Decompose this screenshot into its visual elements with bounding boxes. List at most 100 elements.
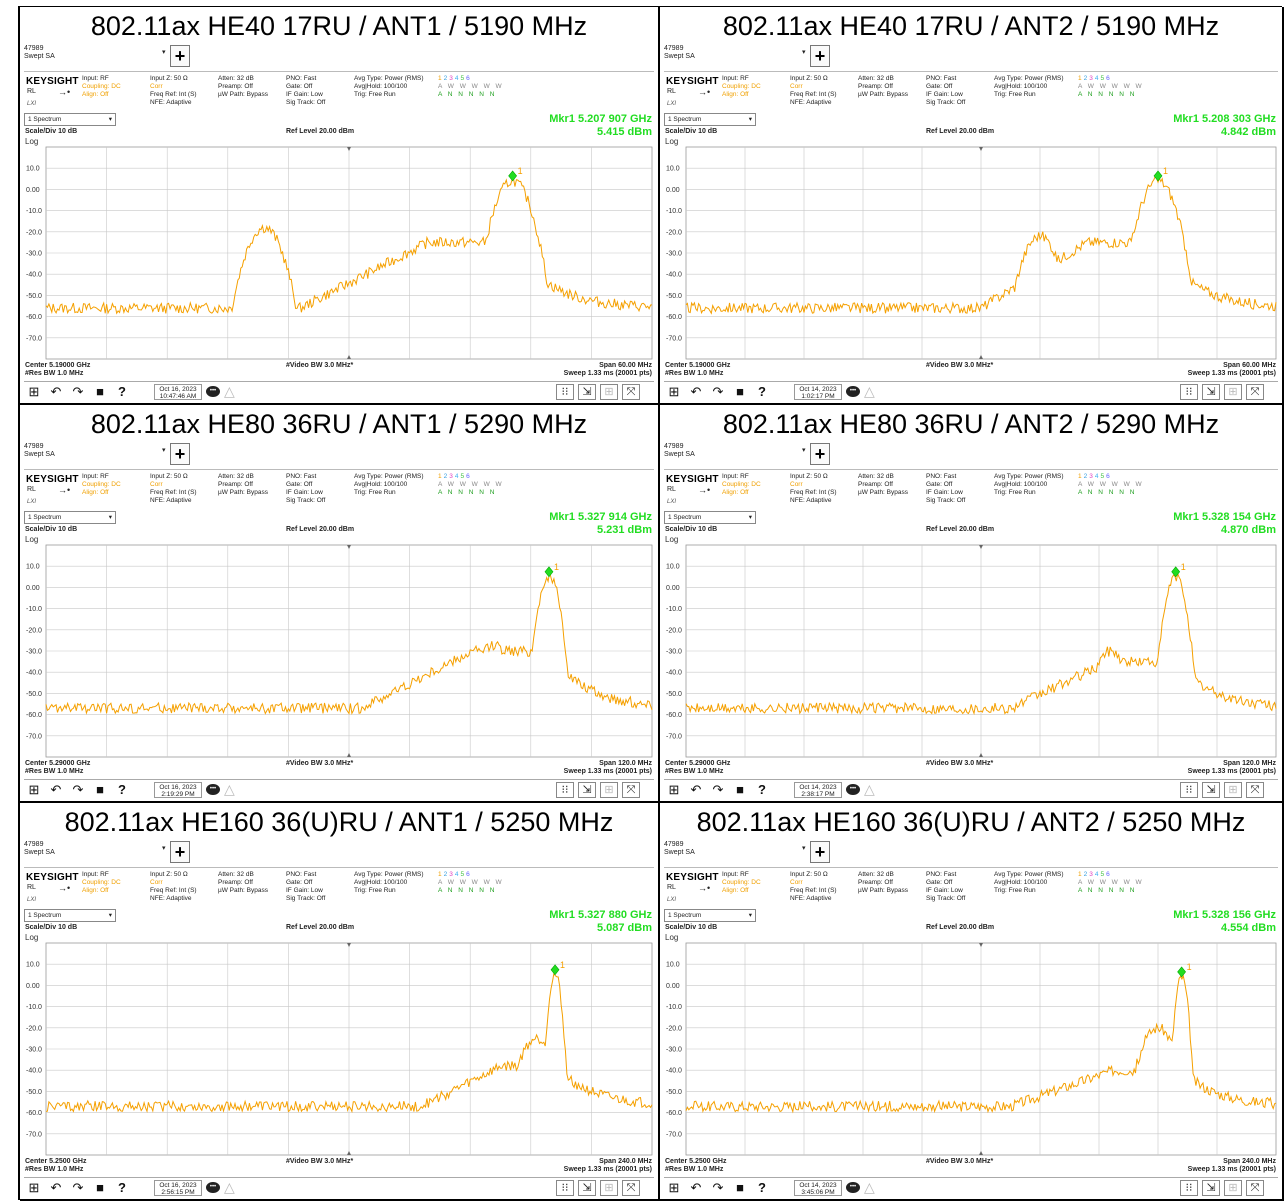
marker-diamond-icon[interactable] — [1171, 566, 1181, 578]
trace-numbers[interactable]: 123456 — [1078, 75, 1112, 82]
center-frequency[interactable]: Center 5.19000 GHz — [665, 362, 731, 369]
uw-path-setting[interactable]: µW Path: Bypass — [858, 489, 908, 496]
cursor-icon[interactable]: ⇲ — [578, 1180, 596, 1196]
warning-icon[interactable]: △ — [864, 383, 875, 399]
help-icon[interactable]: ? — [118, 782, 126, 797]
uw-path-setting[interactable]: µW Path: Bypass — [858, 91, 908, 98]
layout-icon[interactable]: ⊞ — [1224, 1180, 1242, 1196]
gate-setting[interactable]: Gate: Off — [286, 481, 313, 488]
marker-diamond-icon[interactable] — [544, 566, 554, 578]
atten-setting[interactable]: Atten: 32 dB — [858, 473, 894, 480]
cursor-icon[interactable]: ⇲ — [578, 782, 596, 798]
keypad-icon[interactable]: ⁝⁝ — [556, 1180, 574, 1196]
spectrum-window-select[interactable]: 1 Spectrum ▾ — [24, 113, 116, 126]
video-bw[interactable]: #Video BW 3.0 MHz* — [926, 362, 994, 369]
avg-type-setting[interactable]: Avg Type: Power (RMS) — [994, 75, 1064, 82]
redo-icon[interactable]: ↷ — [712, 384, 724, 399]
video-bw[interactable]: #Video BW 3.0 MHz* — [286, 362, 354, 369]
marker-diamond-icon[interactable] — [550, 964, 560, 976]
scale-div[interactable]: Scale/Div 10 dB — [25, 128, 78, 135]
warning-icon[interactable]: △ — [864, 781, 875, 797]
windows-icon[interactable]: ⊞ — [28, 782, 40, 797]
corr-setting[interactable]: Corr — [790, 879, 803, 886]
span[interactable]: Span 120.0 MHz — [599, 760, 652, 767]
nfe-setting[interactable]: NFE: Adaptive — [790, 895, 832, 902]
coupling-setting[interactable]: Coupling: DC — [722, 879, 761, 886]
add-button[interactable]: + — [810, 45, 830, 67]
date-time[interactable]: Oct 16, 2023 2:56:15 PM — [154, 1180, 202, 1196]
keypad-icon[interactable]: ⁝⁝ — [556, 782, 574, 798]
coupling-setting[interactable]: Coupling: DC — [722, 481, 761, 488]
scale-div[interactable]: Scale/Div 10 dB — [665, 128, 718, 135]
uw-path-setting[interactable]: µW Path: Bypass — [218, 887, 268, 894]
keypad-icon[interactable]: ⁝⁝ — [1180, 1180, 1198, 1196]
align-setting[interactable]: Align: Off — [82, 887, 109, 894]
marker-diamond-icon[interactable] — [508, 170, 518, 182]
trace-numbers[interactable]: 123456 — [1078, 473, 1112, 480]
trace-numbers[interactable]: 123456 — [438, 473, 472, 480]
help-icon[interactable]: ? — [758, 1180, 766, 1195]
chat-icon[interactable]: ••• — [846, 386, 860, 397]
mode-header[interactable]: 47989 Swept SA ▾ — [664, 45, 864, 75]
span[interactable]: Span 60.00 MHz — [1223, 362, 1276, 369]
input-z-setting[interactable]: Input Z: 50 Ω — [790, 871, 828, 878]
input-z-setting[interactable]: Input Z: 50 Ω — [150, 75, 188, 82]
align-setting[interactable]: Align: Off — [722, 887, 749, 894]
marker-diamond-icon[interactable] — [1153, 170, 1163, 182]
input-z-setting[interactable]: Input Z: 50 Ω — [150, 473, 188, 480]
freq-ref-setting[interactable]: Freq Ref: Int (S) — [150, 489, 197, 496]
spectrum-plot[interactable]: 10.0 0.00 -10.0 -20.0 -30.0 -40.0 -50.0 -60.0 -7… — [24, 145, 654, 361]
input-setting[interactable]: Input: RF — [722, 473, 749, 480]
uw-path-setting[interactable]: µW Path: Bypass — [858, 887, 908, 894]
sweep-info[interactable]: Sweep 1.33 ms (20001 pts) — [1187, 370, 1276, 377]
pno-setting[interactable]: PNO: Fast — [926, 75, 957, 82]
mode-header[interactable]: 47989 Swept SA ▾ — [24, 45, 224, 75]
sweep-info[interactable]: Sweep 1.33 ms (20001 pts) — [563, 768, 652, 775]
file-icon[interactable]: ■ — [96, 1180, 104, 1195]
add-button[interactable]: + — [170, 443, 190, 465]
span[interactable]: Span 120.0 MHz — [1223, 760, 1276, 767]
keypad-icon[interactable]: ⁝⁝ — [556, 384, 574, 400]
date-time[interactable]: Oct 16, 2023 10:47:46 AM — [154, 384, 202, 400]
scale-div[interactable]: Scale/Div 10 dB — [25, 526, 78, 533]
preamp-setting[interactable]: Preamp: Off — [218, 879, 253, 886]
spectrum-plot[interactable]: 10.0 0.00 -10.0 -20.0 -30.0 -40.0 -50.0 -60.0 -7… — [664, 941, 1278, 1157]
trig-setting[interactable]: Trig: Free Run — [994, 489, 1036, 496]
ref-level[interactable]: Ref Level 20.00 dBm — [926, 128, 995, 135]
scale-div[interactable]: Scale/Div 10 dB — [665, 924, 718, 931]
mode-header[interactable]: 47989 Swept SA ▾ — [664, 841, 864, 871]
mode-header[interactable]: 47989 Swept SA ▾ — [664, 443, 864, 473]
pno-setting[interactable]: PNO: Fast — [286, 871, 317, 878]
undo-icon[interactable]: ↶ — [50, 1180, 62, 1195]
ref-level[interactable]: Ref Level 20.00 dBm — [926, 526, 995, 533]
spectrum-plot[interactable]: 10.0 0.00 -10.0 -20.0 -30.0 -40.0 -50.0 -60.0 -7… — [24, 941, 654, 1157]
ref-level[interactable]: Ref Level 20.00 dBm — [286, 526, 355, 533]
avg-type-setting[interactable]: Avg Type: Power (RMS) — [994, 871, 1064, 878]
avg-type-setting[interactable]: Avg Type: Power (RMS) — [354, 871, 424, 878]
chat-icon[interactable]: ••• — [206, 1182, 220, 1193]
chat-icon[interactable]: ••• — [846, 784, 860, 795]
freq-ref-setting[interactable]: Freq Ref: Int (S) — [150, 91, 197, 98]
windows-icon[interactable]: ⊞ — [668, 1180, 680, 1195]
mode-header[interactable]: 47989 Swept SA ▾ — [24, 841, 224, 871]
spectrum-plot[interactable]: 10.0 0.00 -10.0 -20.0 -30.0 -40.0 -50.0 -60.0 -7… — [664, 145, 1278, 361]
redo-icon[interactable]: ↷ — [72, 384, 84, 399]
scale-div[interactable]: Scale/Div 10 dB — [25, 924, 78, 931]
warning-icon[interactable]: △ — [224, 1179, 235, 1195]
if-gain-setting[interactable]: IF Gain: Low — [926, 489, 963, 496]
chat-icon[interactable]: ••• — [846, 1182, 860, 1193]
trig-setting[interactable]: Trig: Free Run — [994, 91, 1036, 98]
undo-icon[interactable]: ↶ — [690, 1180, 702, 1195]
nfe-setting[interactable]: NFE: Adaptive — [150, 99, 192, 106]
res-bw[interactable]: #Res BW 1.0 MHz — [25, 768, 84, 775]
mode-header[interactable]: 47989 Swept SA ▾ — [24, 443, 224, 473]
center-frequency[interactable]: Center 5.29000 GHz — [665, 760, 731, 767]
file-icon[interactable]: ■ — [736, 782, 744, 797]
date-time[interactable]: Oct 14, 2023 2:38:17 PM — [794, 782, 842, 798]
coupling-setting[interactable]: Coupling: DC — [82, 879, 121, 886]
layout-icon[interactable]: ⊞ — [600, 1180, 618, 1196]
help-icon[interactable]: ? — [118, 384, 126, 399]
input-z-setting[interactable]: Input Z: 50 Ω — [150, 871, 188, 878]
cursor-icon[interactable]: ⇲ — [1202, 1180, 1220, 1196]
date-time[interactable]: Oct 16, 2023 2:19:29 PM — [154, 782, 202, 798]
